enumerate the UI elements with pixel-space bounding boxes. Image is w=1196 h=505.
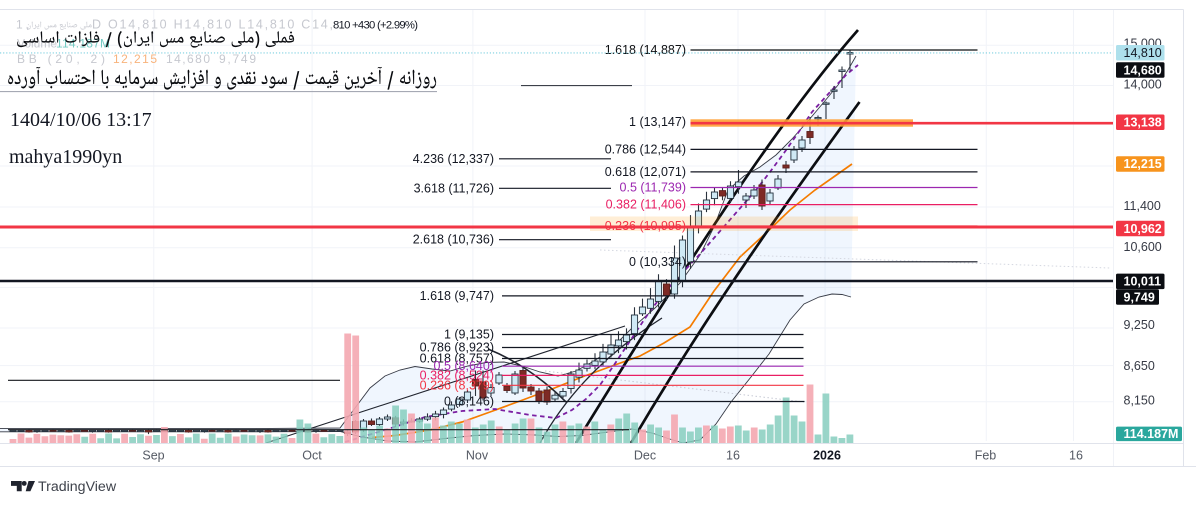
svg-text:0.618 (12,071): 0.618 (12,071) [605,165,686,179]
svg-text:D O14,810 H14,810 L14,810 C14,: D O14,810 H14,810 L14,810 C14, [92,18,333,32]
svg-text:9,749: 9,749 [219,52,256,66]
svg-text:10,011: 10,011 [1124,275,1162,289]
svg-text:11,400: 11,400 [1124,199,1161,213]
svg-text:0.786 (8,923): 0.786 (8,923) [420,341,494,355]
svg-text:0.382 (11,406): 0.382 (11,406) [606,198,686,212]
svg-text:14,680: 14,680 [166,52,210,66]
svg-text:2.618 (10,736): 2.618 (10,736) [413,233,494,247]
svg-text:114.187M: 114.187M [1124,427,1179,441]
svg-text:14,810: 14,810 [1124,46,1162,60]
svg-text:1 (9,135): 1 (9,135) [444,328,494,342]
svg-text:10,962: 10,962 [1124,222,1162,236]
svg-text:0.5 (11,739): 0.5 (11,739) [620,181,686,195]
svg-text:0.236 (8,379): 0.236 (8,379) [420,378,494,392]
svg-text:Dec: Dec [634,449,656,463]
svg-text:12,215: 12,215 [1124,157,1162,171]
svg-text:10,600: 10,600 [1124,240,1162,254]
svg-text:9,250: 9,250 [1124,318,1155,332]
svg-text:16: 16 [726,449,740,463]
svg-text:0.5 (8,640): 0.5 (8,640) [434,359,494,373]
svg-text:Nov: Nov [466,449,489,463]
svg-text:3.618 (11,726): 3.618 (11,726) [414,181,494,195]
svg-text:14,680: 14,680 [1124,63,1162,77]
svg-text:14,000: 14,000 [1124,78,1162,92]
svg-text:Feb: Feb [975,449,997,463]
svg-text:12,215: 12,215 [113,52,157,66]
svg-text:0.618 (8,757): 0.618 (8,757) [420,352,494,366]
svg-text:0.786 (12,544): 0.786 (12,544) [605,142,686,156]
svg-text:9,749: 9,749 [1124,290,1155,304]
svg-text:1.618 (9,747): 1.618 (9,747) [420,289,494,303]
svg-text:1 (13,147): 1 (13,147) [629,115,686,129]
svg-text:0 (10,334): 0 (10,334) [629,255,686,269]
svg-text:8,650: 8,650 [1124,359,1155,373]
svg-text:13,138: 13,138 [1124,116,1162,130]
svg-text:Sep: Sep [142,449,164,463]
svg-text:mahya1990yn: mahya1990yn [9,146,122,168]
svg-text:Oct: Oct [302,449,322,463]
svg-text:1 ,: 1 , [16,18,29,32]
svg-text:BB (20, 2): BB (20, 2) [17,52,105,66]
svg-text:TradingView: TradingView [38,479,117,495]
svg-text:16: 16 [1069,449,1083,463]
svg-text:114.187M: 114.187M [56,37,110,51]
svg-text:1404/10/06 13:17: 1404/10/06 13:17 [10,109,152,131]
svg-text:810 +430 (+2.99%): 810 +430 (+2.99%) [333,20,418,32]
svg-text:0.382 (8,524): 0.382 (8,524) [420,368,494,382]
svg-text:2026: 2026 [813,449,841,463]
svg-text:1.618 (14,887): 1.618 (14,887) [605,43,686,57]
svg-text:0 (8,146): 0 (8,146) [444,395,494,409]
svg-text:Volume: Volume [17,37,57,51]
svg-text:4.236 (12,337): 4.236 (12,337) [413,152,494,166]
svg-text:8,150: 8,150 [1124,394,1155,408]
